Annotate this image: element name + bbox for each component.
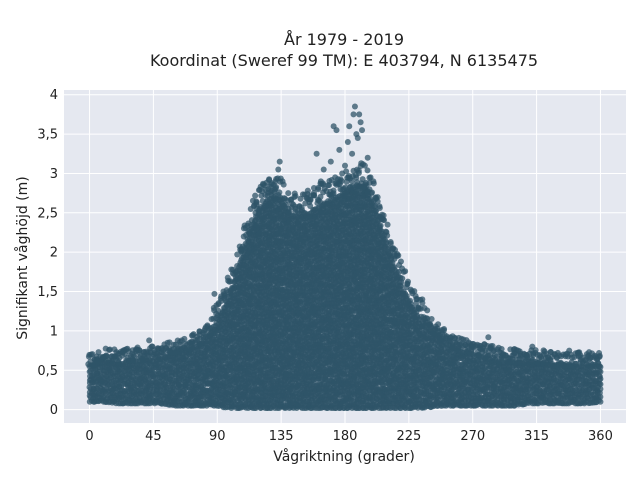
data-points [85, 103, 604, 412]
chart-title-line1: År 1979 - 2019 [284, 30, 404, 49]
chart-title-line2: Koordinat (Sweref 99 TM): E 403794, N 61… [150, 51, 538, 70]
